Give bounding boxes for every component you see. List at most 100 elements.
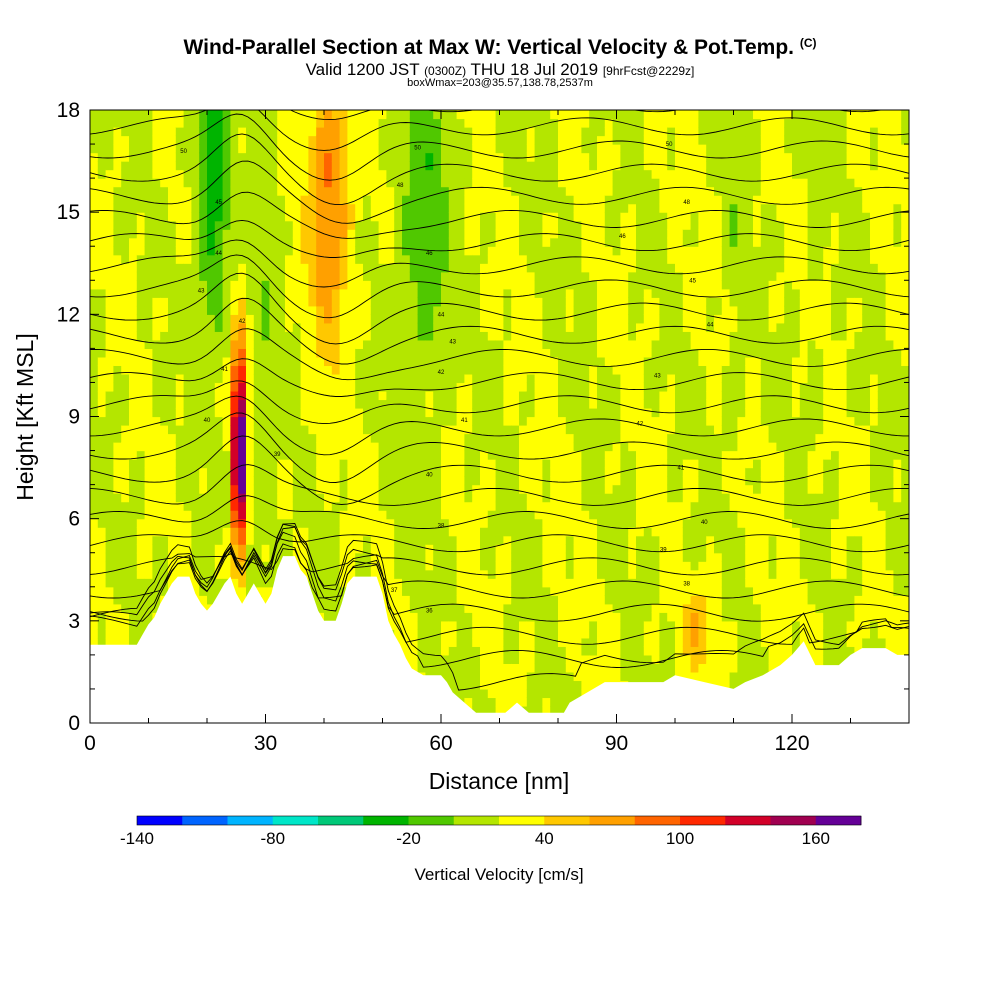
velocity-cell bbox=[183, 305, 192, 315]
velocity-cell bbox=[90, 493, 99, 503]
velocity-cell bbox=[207, 535, 216, 545]
velocity-cell bbox=[175, 161, 185, 171]
velocity-cell bbox=[129, 552, 138, 562]
velocity-cell bbox=[363, 271, 372, 281]
velocity-cell bbox=[417, 399, 426, 409]
velocity-cell bbox=[277, 169, 286, 179]
velocity-cell bbox=[269, 356, 278, 367]
velocity-cell bbox=[144, 390, 153, 401]
velocity-cell bbox=[487, 603, 497, 613]
velocity-cell bbox=[238, 212, 247, 222]
velocity-cell bbox=[355, 416, 364, 426]
velocity-cell bbox=[152, 305, 161, 315]
velocity-cell bbox=[300, 527, 309, 537]
velocity-cell bbox=[409, 365, 419, 375]
velocity-cell bbox=[175, 118, 185, 128]
velocity-cell bbox=[565, 433, 575, 443]
velocity-cell bbox=[604, 297, 614, 307]
velocity-cell bbox=[378, 322, 387, 332]
velocity-cell bbox=[121, 246, 130, 256]
velocity-cell bbox=[441, 331, 450, 341]
velocity-cell bbox=[394, 144, 403, 154]
velocity-cell bbox=[183, 339, 192, 349]
velocity-cell bbox=[113, 339, 122, 349]
velocity-cell bbox=[308, 407, 317, 418]
velocity-cell bbox=[238, 433, 247, 443]
velocity-cell bbox=[230, 390, 239, 401]
velocity-cell bbox=[136, 561, 146, 571]
velocity-cell bbox=[331, 135, 341, 145]
velocity-cell bbox=[363, 399, 372, 409]
velocity-cell bbox=[363, 314, 372, 324]
velocity-cell bbox=[495, 263, 504, 273]
velocity-cell bbox=[316, 263, 325, 273]
velocity-cell bbox=[597, 263, 606, 273]
velocity-cell bbox=[277, 459, 286, 469]
velocity-cell bbox=[604, 263, 614, 273]
velocity-cell bbox=[207, 493, 216, 503]
velocity-cell bbox=[612, 654, 621, 664]
velocity-cell bbox=[503, 544, 512, 554]
velocity-cell bbox=[526, 620, 536, 630]
velocity-cell bbox=[175, 288, 185, 298]
velocity-cell bbox=[448, 552, 458, 562]
velocity-cell bbox=[503, 459, 512, 469]
velocity-cell bbox=[363, 331, 372, 341]
velocity-cell bbox=[113, 544, 122, 554]
velocity-cell bbox=[542, 527, 551, 537]
velocity-cell bbox=[97, 178, 107, 188]
velocity-cell bbox=[129, 246, 138, 256]
velocity-cell bbox=[339, 450, 348, 460]
velocity-cell bbox=[308, 501, 317, 511]
velocity-cell bbox=[331, 433, 341, 443]
velocity-cell bbox=[168, 527, 177, 537]
velocity-cell bbox=[277, 229, 286, 239]
velocity-cell bbox=[253, 373, 263, 384]
velocity-cell bbox=[191, 161, 200, 171]
velocity-cell bbox=[347, 280, 356, 290]
velocity-cell bbox=[433, 569, 442, 579]
velocity-cell bbox=[612, 561, 621, 571]
velocity-cell bbox=[355, 348, 364, 358]
velocity-cell bbox=[487, 484, 497, 494]
velocity-cell bbox=[168, 501, 177, 511]
velocity-cell bbox=[565, 339, 575, 349]
velocity-cell bbox=[355, 339, 364, 349]
velocity-cell bbox=[269, 518, 278, 528]
velocity-cell bbox=[402, 544, 411, 554]
velocity-cell bbox=[269, 263, 278, 273]
velocity-cell bbox=[378, 544, 387, 554]
velocity-cell bbox=[370, 501, 380, 511]
velocity-cell bbox=[261, 561, 270, 571]
velocity-cell bbox=[378, 263, 387, 273]
velocity-cell bbox=[394, 161, 403, 171]
velocity-cell bbox=[175, 314, 185, 324]
velocity-cell bbox=[285, 348, 294, 358]
velocity-cell bbox=[144, 118, 153, 128]
velocity-cell bbox=[464, 603, 473, 613]
velocity-cell bbox=[620, 561, 629, 571]
velocity-cell bbox=[199, 220, 208, 230]
velocity-cell bbox=[113, 595, 122, 605]
velocity-cell bbox=[612, 365, 621, 375]
velocity-cell bbox=[308, 450, 317, 460]
velocity-cell bbox=[339, 212, 348, 222]
velocity-cell bbox=[136, 314, 146, 324]
velocity-cell bbox=[542, 450, 551, 460]
velocity-cell bbox=[199, 314, 208, 324]
velocity-cell bbox=[402, 135, 411, 145]
velocity-cell bbox=[144, 195, 153, 205]
velocity-cell bbox=[565, 407, 575, 418]
velocity-cell bbox=[300, 237, 309, 247]
velocity-cell bbox=[121, 178, 130, 188]
velocity-cell bbox=[207, 144, 216, 154]
velocity-cell bbox=[409, 152, 419, 162]
velocity-cell bbox=[480, 373, 489, 384]
velocity-cell bbox=[378, 442, 387, 452]
velocity-cell bbox=[604, 356, 614, 367]
velocity-cell bbox=[378, 348, 387, 358]
velocity-cell bbox=[160, 178, 169, 188]
velocity-cell bbox=[417, 654, 426, 664]
velocity-cell bbox=[534, 518, 543, 528]
velocity-cell bbox=[339, 425, 348, 435]
